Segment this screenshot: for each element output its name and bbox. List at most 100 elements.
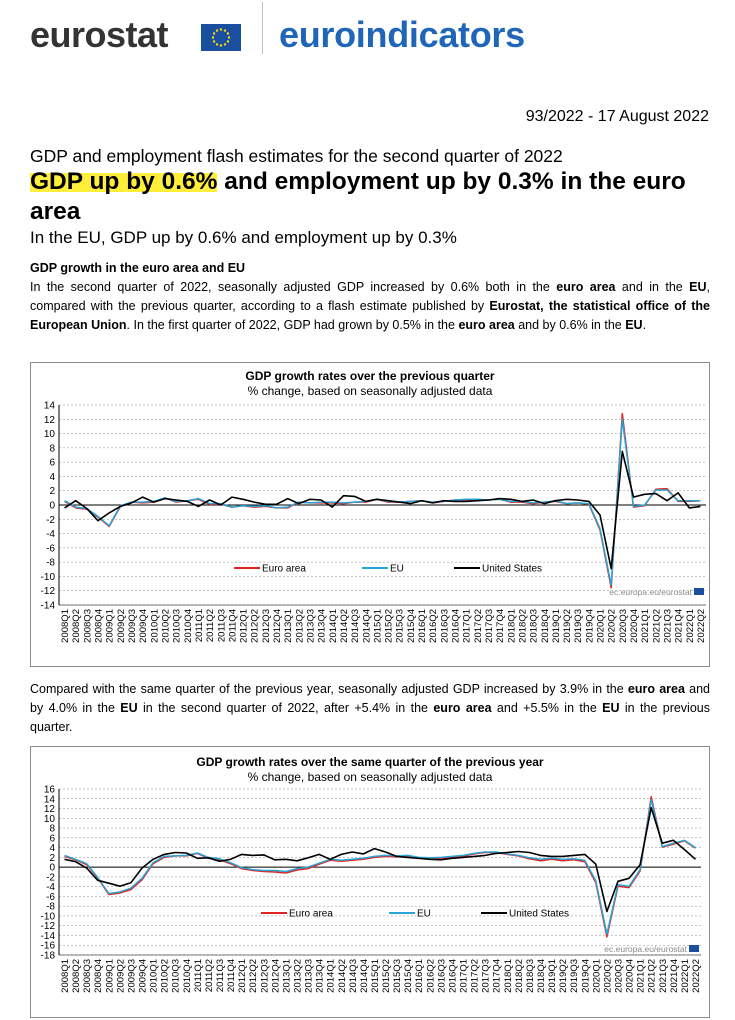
y-tick-label: -12 — [41, 586, 56, 597]
source-note: ec.europa.eu/eurostat — [609, 587, 692, 597]
flag-star — [226, 40, 230, 43]
x-tick-label: 2020Q4 — [625, 959, 636, 993]
x-tick-label: 2015Q4 — [406, 609, 417, 643]
chart-quarterly-growth: GDP growth rates over the previous quart… — [30, 362, 710, 667]
emphasis-text: euro area — [458, 318, 515, 332]
eurostat-logo-text[interactable]: eurostat — [30, 14, 169, 55]
x-tick-label: 2009Q1 — [104, 959, 115, 993]
flag-star — [212, 32, 216, 35]
x-tick-label: 2016Q2 — [425, 959, 436, 993]
x-tick-label: 2014Q3 — [348, 959, 359, 993]
x-tick-label: 2015Q3 — [392, 959, 403, 993]
x-tick-label: 2016Q4 — [451, 609, 462, 643]
y-tick-label: -4 — [46, 529, 55, 540]
x-tick-label: 2015Q4 — [403, 959, 414, 993]
x-tick-label: 2015Q2 — [384, 609, 395, 643]
y-tick-label: 14 — [44, 401, 56, 412]
x-tick-label: 2019Q3 — [569, 959, 580, 993]
x-tick-label: 2020Q4 — [629, 609, 640, 643]
emphasis-text: Eurostat, the statistical office of the … — [30, 299, 710, 332]
release-subtitle: GDP and employment flash estimates for t… — [30, 146, 563, 166]
chart-subtitle: % change, based on seasonally adjusted d… — [247, 384, 493, 398]
x-tick-label: 2013Q2 — [292, 959, 303, 993]
x-tick-label: 2020Q1 — [591, 959, 602, 993]
body-text: in the previous quarter. — [30, 701, 710, 734]
legend-label: Euro area — [262, 564, 306, 575]
x-tick-label: 2016Q1 — [417, 609, 428, 643]
chart-title: GDP growth rates over the same quarter o… — [196, 755, 544, 769]
source-flag-icon — [689, 945, 699, 952]
y-tick-label: -18 — [41, 951, 56, 962]
euroindicators-logo-text[interactable]: euroindicators — [279, 14, 525, 55]
x-tick-label: 2019Q1 — [551, 609, 562, 643]
x-tick-label: 2008Q2 — [71, 609, 82, 643]
eu-flag-icon — [201, 24, 241, 51]
y-tick-label: 0 — [49, 863, 55, 874]
x-tick-label: 2019Q4 — [584, 609, 595, 643]
flag-star — [219, 44, 223, 47]
x-tick-label: 2017Q3 — [481, 959, 492, 993]
x-tick-label: 2016Q3 — [439, 609, 450, 643]
x-tick-label: 2017Q4 — [492, 959, 503, 993]
x-tick-label: 2018Q2 — [514, 959, 525, 993]
flag-star — [212, 40, 216, 43]
emphasis-text: euro area — [556, 280, 616, 294]
y-tick-label: -2 — [46, 872, 55, 883]
x-tick-label: 2015Q1 — [372, 609, 383, 643]
x-tick-label: 2013Q4 — [315, 959, 326, 993]
flag-field — [201, 24, 241, 51]
x-tick-label: 2012Q1 — [239, 609, 250, 643]
y-tick-label: -6 — [46, 543, 55, 554]
x-tick-label: 2010Q3 — [172, 609, 183, 643]
x-tick-label: 2021Q1 — [640, 609, 651, 643]
x-tick-label: 2010Q3 — [171, 959, 182, 993]
y-tick-label: -14 — [41, 931, 56, 942]
y-tick-label: 8 — [49, 443, 55, 454]
legend-label: United States — [482, 564, 542, 575]
y-tick-label: 6 — [49, 458, 55, 469]
body-text: and by 4.0% in the — [30, 682, 710, 715]
x-tick-label: 2014Q4 — [361, 609, 372, 643]
body-text: , compared with the previous quarter, ac… — [30, 280, 711, 313]
x-tick-label: 2017Q2 — [473, 609, 484, 643]
x-tick-label: 2021Q1 — [636, 959, 647, 993]
x-tick-label: 2022Q2 — [696, 609, 707, 643]
y-tick-label: 14 — [44, 794, 56, 805]
x-tick-label: 2011Q2 — [204, 959, 215, 992]
x-tick-label: 2015Q2 — [381, 959, 392, 993]
x-tick-label: 2010Q4 — [182, 959, 193, 993]
body-text: Compared with the same quarter of the pr… — [30, 682, 628, 696]
body-text: In the second quarter of 2022, seasonall… — [30, 280, 557, 294]
x-tick-label: 2022Q1 — [685, 609, 696, 643]
x-tick-label: 2013Q1 — [283, 609, 294, 643]
x-tick-label: 2012Q3 — [261, 609, 272, 643]
x-tick-label: 2018Q1 — [506, 609, 517, 643]
emphasis-text: EU — [120, 701, 138, 715]
x-tick-label: 2009Q3 — [126, 959, 137, 993]
flag-star — [215, 43, 219, 46]
y-tick-label: -8 — [46, 902, 55, 913]
y-tick-label: 6 — [49, 833, 55, 844]
series-line-united-states — [64, 806, 697, 913]
x-tick-label: 2013Q3 — [305, 609, 316, 643]
x-tick-label: 2018Q3 — [525, 959, 536, 993]
x-tick-label: 2022Q2 — [691, 959, 702, 993]
x-tick-label: 2017Q1 — [459, 959, 470, 993]
x-tick-label: 2021Q2 — [651, 609, 662, 643]
headline-subheading: In the EU, GDP up by 0.6% and employment… — [30, 228, 457, 247]
x-tick-label: 2020Q3 — [618, 609, 629, 643]
body-text: in the second quarter of 2022, after +5.… — [137, 701, 434, 715]
y-tick-label: -10 — [41, 911, 56, 922]
x-tick-label: 2012Q2 — [250, 609, 261, 643]
legend-label: United States — [509, 909, 569, 920]
eu-flag-graphic — [201, 24, 241, 51]
flag-star — [226, 32, 230, 35]
x-tick-label: 2021Q4 — [669, 959, 680, 993]
x-tick-label: 2019Q2 — [558, 959, 569, 993]
x-tick-label: 2008Q4 — [94, 609, 105, 643]
x-tick-label: 2019Q4 — [580, 959, 591, 993]
x-tick-label: 2014Q4 — [359, 959, 370, 993]
chart-title: GDP growth rates over the previous quart… — [245, 369, 495, 383]
x-tick-label: 2011Q1 — [193, 959, 204, 992]
x-tick-label: 2009Q1 — [105, 609, 116, 643]
